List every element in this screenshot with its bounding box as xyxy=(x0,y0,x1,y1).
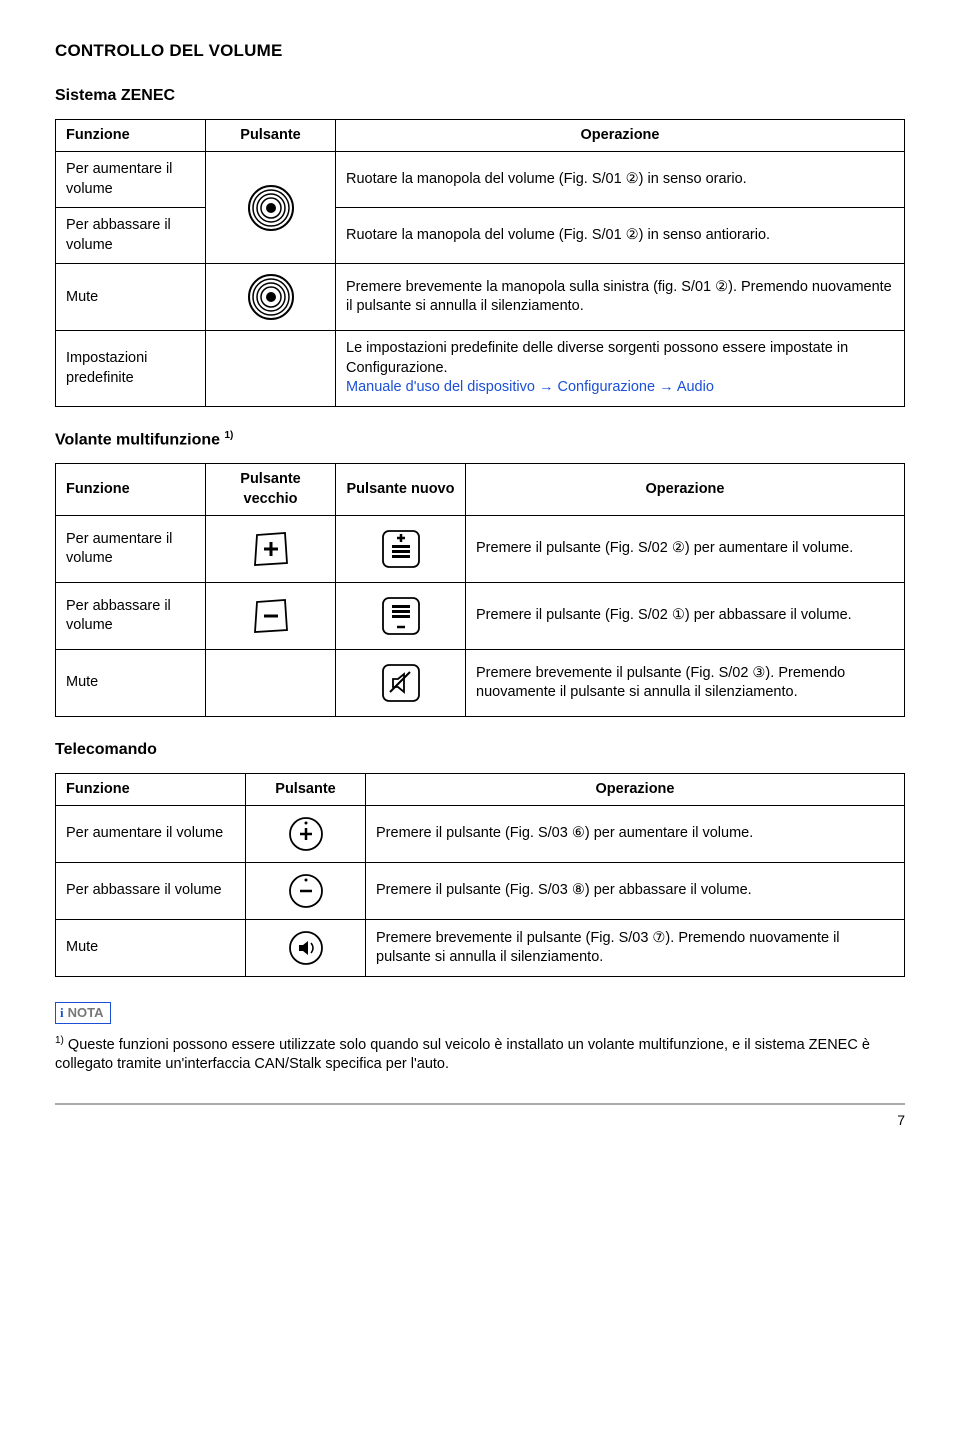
cell-func: Per aumentare il volume xyxy=(56,806,246,863)
table-header-row: Funzione Pulsante Operazione xyxy=(56,773,905,806)
table-row: Per aumentare il volume Premere il pulsa… xyxy=(56,806,905,863)
knob-icon xyxy=(246,272,296,322)
cell-op: Ruotare la manopola del volume (Fig. S/0… xyxy=(336,208,905,264)
cell-func: Mute xyxy=(56,920,246,977)
section-heading-telecom: Telecomando xyxy=(55,739,905,761)
section-heading-volante: Volante multifunzione 1) xyxy=(55,429,905,451)
cell-op: Premere il pulsante (Fig. S/02 ①) per ab… xyxy=(466,583,905,650)
plus-button-old-icon xyxy=(249,527,293,571)
th-pulsante-vecchio: Pulsante vecchio xyxy=(206,463,336,515)
th-pulsante: Pulsante xyxy=(246,773,366,806)
table-row: Mute Premere brevemente il pulsante (Fig… xyxy=(56,920,905,977)
nota-label-text: NOTA xyxy=(68,1005,104,1020)
th-operazione: Operazione xyxy=(466,463,905,515)
table-row: Per abbassare il volume Premere il pulsa… xyxy=(56,863,905,920)
cell-icon xyxy=(206,331,336,407)
table-row: Per aumentare il volume Ruotare la manop… xyxy=(56,152,905,208)
cell-icon xyxy=(206,264,336,331)
th-funzione: Funzione xyxy=(56,773,246,806)
cell-op: Premere brevemente il pulsante (Fig. S/0… xyxy=(466,650,905,717)
th-operazione: Operazione xyxy=(366,773,905,806)
table-header-row: Funzione Pulsante vecchio Pulsante nuovo… xyxy=(56,463,905,515)
cell-func: Mute xyxy=(56,650,206,717)
nota-badge: iNOTA xyxy=(55,1002,111,1024)
cell-icon xyxy=(206,152,336,264)
cell-func: Impostazioni predefinite xyxy=(56,331,206,407)
table-volante: Funzione Pulsante vecchio Pulsante nuovo… xyxy=(55,463,905,717)
cell-func: Per abbassare il volume xyxy=(56,863,246,920)
cell-func: Per abbassare il volume xyxy=(56,583,206,650)
knob-icon xyxy=(246,183,296,233)
remote-plus-icon xyxy=(286,814,326,854)
cell-func: Per aumentare il volume xyxy=(56,516,206,583)
cell-op: Premere brevemente il pulsante (Fig. S/0… xyxy=(366,920,905,977)
th-funzione: Funzione xyxy=(56,463,206,515)
page-number: 7 xyxy=(55,1111,905,1130)
heading-text: Volante multifunzione xyxy=(55,431,224,448)
cell-icon-new xyxy=(336,583,466,650)
minus-button-old-icon xyxy=(249,594,293,638)
table-zenec: Funzione Pulsante Operazione Per aumenta… xyxy=(55,119,905,408)
cell-icon-old xyxy=(206,583,336,650)
cell-op: Premere brevemente la manopola sulla sin… xyxy=(336,264,905,331)
cell-op: Premere il pulsante (Fig. S/03 ⑥) per au… xyxy=(366,806,905,863)
nota-body: Queste funzioni possono essere utilizzat… xyxy=(55,1037,870,1073)
table-row: Mute Premere brevemente il pulsante (Fig… xyxy=(56,650,905,717)
cell-func: Per abbassare il volume xyxy=(56,208,206,264)
cell-icon-new xyxy=(336,516,466,583)
cell-icon-old xyxy=(206,650,336,717)
table-telecom: Funzione Pulsante Operazione Per aumenta… xyxy=(55,773,905,978)
cell-icon-old xyxy=(206,516,336,583)
cell-icon xyxy=(246,920,366,977)
cell-func: Per aumentare il volume xyxy=(56,152,206,208)
table-row: Mute Premere brevemente la manopola sull… xyxy=(56,264,905,331)
cell-op: Premere il pulsante (Fig. S/03 ⑧) per ab… xyxy=(366,863,905,920)
th-funzione: Funzione xyxy=(56,119,206,152)
th-pulsante: Pulsante xyxy=(206,119,336,152)
cell-func: Mute xyxy=(56,264,206,331)
remote-minus-icon xyxy=(286,871,326,911)
cell-icon xyxy=(246,806,366,863)
table-header-row: Funzione Pulsante Operazione xyxy=(56,119,905,152)
mute-button-icon xyxy=(376,658,426,708)
page-title: CONTROLLO DEL VOLUME xyxy=(55,40,905,63)
cell-op: Le impostazioni predefinite delle divers… xyxy=(336,331,905,407)
table-row: Per aumentare il volume Premere il pulsa… xyxy=(56,516,905,583)
cell-icon xyxy=(246,863,366,920)
table-row: Impostazioni predefinite Le impostazioni… xyxy=(56,331,905,407)
op-text-b: Manuale d'uso del dispositivo → Configur… xyxy=(346,379,714,395)
nota-text: 1) Queste funzioni possono essere utiliz… xyxy=(55,1034,905,1075)
th-pulsante-nuovo: Pulsante nuovo xyxy=(336,463,466,515)
heading-sup: 1) xyxy=(224,430,233,441)
cell-op: Ruotare la manopola del volume (Fig. S/0… xyxy=(336,152,905,208)
plus-button-new-icon xyxy=(376,524,426,574)
section-heading-zenec: Sistema ZENEC xyxy=(55,85,905,107)
op-text-a: Le impostazioni predefinite delle divers… xyxy=(346,340,848,376)
table-row: Per abbassare il volume Ruotare la manop… xyxy=(56,208,905,264)
cell-icon-new xyxy=(336,650,466,717)
table-row: Per abbassare il volume Premere il pulsa… xyxy=(56,583,905,650)
th-operazione: Operazione xyxy=(336,119,905,152)
nota-sup: 1) xyxy=(55,1035,64,1046)
remote-mute-icon xyxy=(286,928,326,968)
minus-button-new-icon xyxy=(376,591,426,641)
nota-section: iNOTA 1) Queste funzioni possono essere … xyxy=(55,1002,905,1105)
cell-op: Premere il pulsante (Fig. S/02 ②) per au… xyxy=(466,516,905,583)
